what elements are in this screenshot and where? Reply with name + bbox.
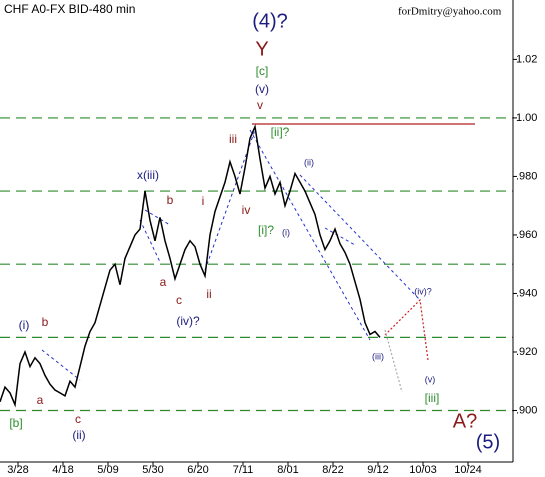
annotation: c [75, 412, 81, 426]
annotation: (v) [255, 82, 269, 96]
x-tick-label: 10/03 [409, 464, 437, 476]
y-tick-label: .940 [516, 287, 537, 299]
annotation: [c] [256, 64, 269, 78]
annotation: Y [255, 38, 268, 60]
annotation: b [42, 315, 49, 329]
annotation: [ii]? [271, 125, 290, 139]
annotations: (4)? Y [c] (v) v iii [ii]? x(iii) b i iv… [9, 10, 500, 453]
y-tick-label: .900 [516, 404, 537, 416]
annotation: (iv)? [414, 286, 432, 296]
y-tick-label: 1.02 [516, 53, 537, 65]
annotation: iii [229, 132, 237, 146]
annotation: (i) [19, 318, 30, 332]
annotation: i [202, 194, 205, 208]
annotation: (iii) [372, 351, 384, 361]
annotation: a [160, 275, 167, 289]
annotation: [i]? [258, 223, 274, 237]
x-tick-label: 8/01 [277, 464, 298, 476]
annotation: (ii) [72, 428, 85, 442]
price [0, 123, 381, 408]
annotation: [iii] [425, 391, 440, 405]
x-tick-label: 5/30 [142, 464, 163, 476]
x-tick-label: 6/20 [187, 464, 208, 476]
annotation: c [176, 293, 182, 307]
x-tick-label: 10/24 [454, 464, 482, 476]
annotation: (4)? [252, 10, 288, 32]
x-tick-label: 8/22 [322, 464, 343, 476]
x-tick-label: 4/18 [52, 464, 73, 476]
annotation: (i) [282, 227, 290, 237]
y-tick-label: .980 [516, 170, 537, 182]
annotation: A? [453, 410, 477, 432]
annotation: (5) [476, 431, 500, 453]
levels [0, 117, 513, 412]
x-tick-label: 7/11 [233, 464, 254, 476]
annotation: (v) [425, 374, 436, 384]
x-tick-label: 9/12 [367, 464, 388, 476]
y-tick-label: .920 [516, 346, 537, 358]
annotation: b [167, 193, 174, 207]
annotation: x(iii) [137, 168, 159, 182]
annotation: (ii) [304, 157, 314, 167]
annotation: v [257, 98, 263, 112]
projections [384, 298, 429, 393]
annotation: [b] [9, 416, 22, 430]
annotation: ii [206, 287, 211, 301]
chart-title: CHF A0-FX BID-480 min [4, 2, 135, 16]
price-line [0, 123, 381, 408]
y-tick-label: .960 [516, 229, 537, 241]
channels [41, 129, 421, 381]
y-tick-label: 1.00 [516, 112, 537, 124]
annotation: (iv)? [176, 314, 200, 328]
annotation: iv [242, 203, 251, 217]
x-tick-label: 3/28 [7, 464, 28, 476]
annotation: a [37, 393, 44, 407]
x-tick-label: 5/09 [97, 464, 118, 476]
credit: forDmitry@yahoo.com [398, 6, 502, 18]
